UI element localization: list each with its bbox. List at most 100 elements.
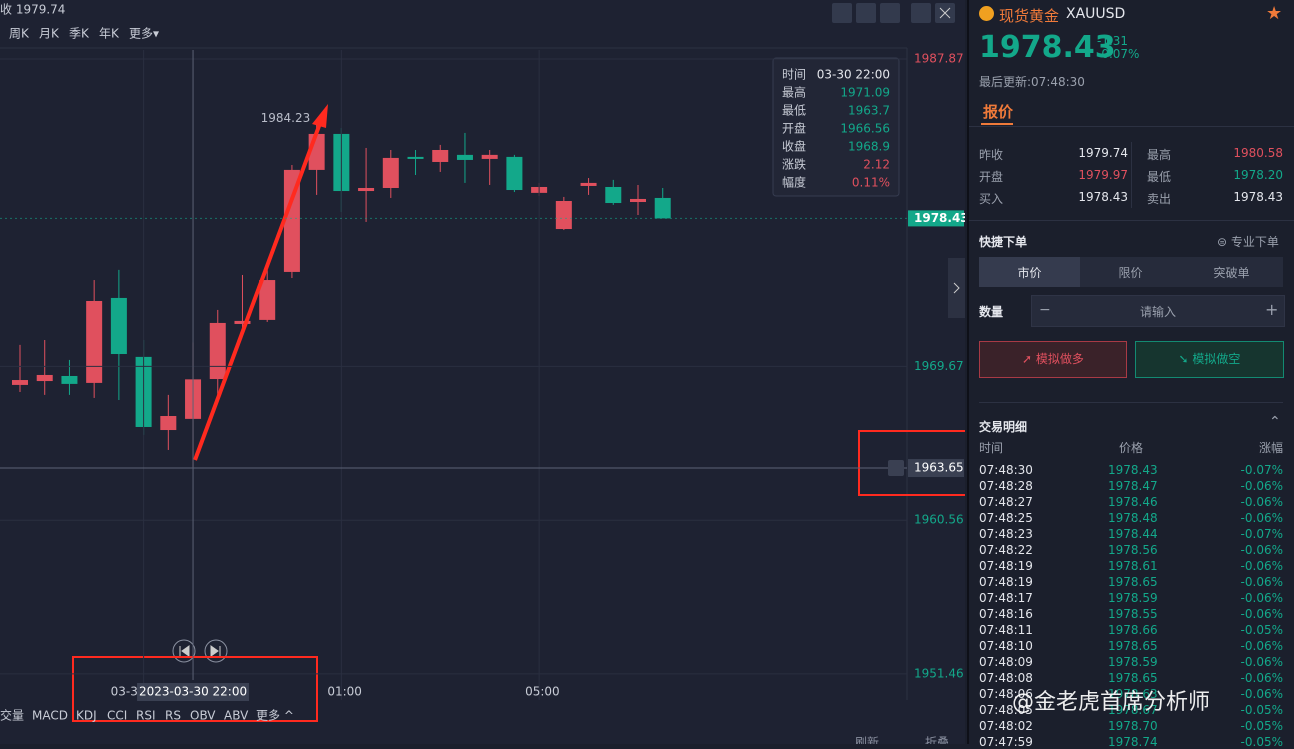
trade-change: -0.06%: [1240, 543, 1283, 557]
name: 现货黄金: [999, 7, 1060, 25]
collapse-trades[interactable]: ⌃: [1269, 414, 1281, 430]
candle-body: [382, 157, 399, 188]
x-tick-label: 03-30: [111, 685, 146, 699]
trade-time: 07:48:17: [979, 591, 1033, 605]
quote-label: 最低: [1147, 170, 1172, 184]
quote-label: 最高: [1147, 148, 1172, 162]
quick-order: 快捷下单: [979, 235, 1028, 249]
tooltip-value: 03-30 22:00: [817, 68, 890, 82]
trade-time: 07:48:23: [979, 527, 1033, 541]
trade-change: -0.07%: [1240, 463, 1283, 477]
trade-change: -0.05%: [1240, 623, 1283, 637]
favorite[interactable]: ★: [1266, 3, 1283, 24]
quote-label: 开盘: [979, 170, 1004, 184]
quote-label: 卖出: [1147, 192, 1172, 206]
candle-body: [481, 154, 498, 159]
y-tick-label: 1951.46: [914, 666, 964, 680]
trade-time: 07:48:22: [979, 543, 1033, 557]
pro-order[interactable]: ⊜ 专业下单: [1217, 235, 1279, 249]
qty-input[interactable]: [1031, 295, 1285, 327]
period-tab[interactable]: 年K: [99, 27, 120, 41]
crosshair-price-tag: [908, 459, 964, 478]
high-label: 1984.23: [261, 111, 311, 125]
price: 1978.43: [979, 30, 1116, 65]
quote-value: 1978.20: [1233, 168, 1283, 182]
collapse[interactable]: 折叠: [925, 735, 949, 745]
trade-time: 07:48:19: [979, 559, 1033, 573]
last-price-label: 1978.43: [914, 211, 965, 225]
trade-price: 1978.56: [1108, 543, 1158, 557]
indicator-tab[interactable]: RS: [165, 709, 181, 723]
trade-price: 1978.46: [1108, 495, 1158, 509]
plus[interactable]: +: [1265, 300, 1279, 319]
period-tab[interactable]: 周K: [9, 27, 30, 41]
crosshair-price: 1963.65: [914, 461, 964, 475]
candle-body: [283, 169, 300, 272]
tooltip-label: 最低: [782, 104, 806, 118]
order-tab[interactable]: 限价: [1118, 266, 1143, 280]
highlight-box: [858, 430, 965, 496]
candle-body: [432, 149, 449, 162]
indicator-tab[interactable]: ABV: [224, 709, 249, 723]
candle-body: [654, 197, 671, 219]
indicator-tab[interactable]: 更多 ^: [256, 709, 294, 723]
candle-body: [61, 375, 78, 384]
quote-value: 1980.58: [1233, 146, 1283, 160]
trade-price: 1978.67: [1108, 703, 1158, 717]
trade-price: 1978.48: [1108, 511, 1158, 525]
toolbar: [832, 3, 955, 23]
tool-btn[interactable]: [832, 3, 852, 23]
indicator-tab[interactable]: OBV: [190, 709, 216, 723]
expand-btn[interactable]: [911, 3, 931, 23]
indicator-tab[interactable]: MACD: [32, 709, 68, 723]
buy-btn[interactable]: ➚ 模拟做多: [979, 341, 1127, 378]
indicator-tab[interactable]: CCI: [107, 709, 127, 723]
candle-body: [456, 154, 473, 160]
trade-time: 07:48:27: [979, 495, 1033, 509]
refresh[interactable]: 刷新: [855, 735, 879, 745]
qty-label: 数量: [979, 305, 1004, 319]
trade-time: 07:48:28: [979, 479, 1033, 493]
trade-time: 07:48:25: [979, 511, 1033, 525]
trade-price: 1978.70: [1108, 719, 1158, 733]
side-toggle[interactable]: [948, 258, 965, 318]
order-tab[interactable]: 突破单: [1213, 266, 1250, 280]
trade-time: 07:48:30: [979, 463, 1033, 477]
trade-change: -0.06%: [1240, 559, 1283, 573]
tooltip-value: 1966.56: [840, 122, 890, 136]
trade-time: 07:48:02: [979, 719, 1033, 733]
trade-price: 1978.55: [1108, 607, 1158, 621]
last-price-tag: [908, 210, 964, 227]
period-tab[interactable]: 月K: [39, 27, 60, 41]
trade-price: 1978.43: [1108, 463, 1158, 477]
highlight-box: [72, 656, 318, 722]
indicator-tab[interactable]: 交量: [0, 708, 24, 723]
alert-icon[interactable]: [888, 460, 904, 477]
trade-time: 07:48:10: [979, 639, 1033, 653]
trade-change: -0.06%: [1240, 687, 1283, 701]
candle-body: [160, 416, 177, 431]
next-btn[interactable]: [204, 639, 228, 663]
period-tab[interactable]: 更多▾: [129, 27, 159, 41]
tooltip-value: 1968.9: [848, 140, 890, 154]
tool-btn[interactable]: [880, 3, 900, 23]
indicator-tab[interactable]: RSI: [136, 709, 156, 723]
quote-label: 昨收: [979, 148, 1004, 162]
order-tab[interactable]: 市价: [1017, 266, 1042, 280]
sell-btn[interactable]: ➘ 模拟做空: [1135, 341, 1284, 378]
tool-btn[interactable]: [856, 3, 876, 23]
candle-body: [555, 200, 572, 230]
indicator-tab[interactable]: KDJ: [76, 709, 97, 723]
tooltip-label: 幅度: [782, 175, 806, 190]
period-tab[interactable]: 季K: [69, 27, 90, 41]
trade-change: -0.06%: [1240, 607, 1283, 621]
tab[interactable]: 报价: [983, 103, 1014, 121]
trades-header: 价格: [1119, 441, 1144, 455]
trade-change: -0.07%: [1240, 527, 1283, 541]
minus[interactable]: −: [1039, 302, 1051, 318]
divider: [1131, 142, 1132, 208]
prev-close: 收 1979.74: [0, 3, 65, 17]
prev-btn[interactable]: [172, 639, 196, 663]
tooltip-label: 时间: [782, 68, 806, 82]
